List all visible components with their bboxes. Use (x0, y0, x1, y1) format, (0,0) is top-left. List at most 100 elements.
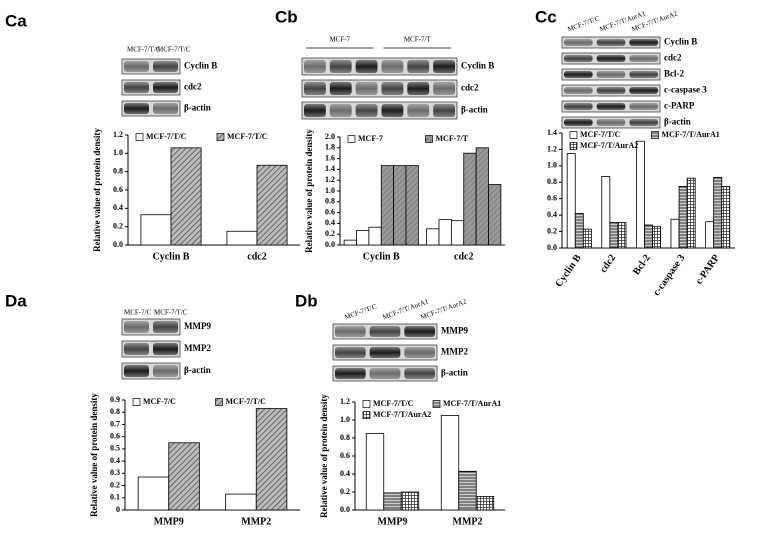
y-tick-label: 0.4 (113, 203, 123, 212)
blot-band (124, 82, 149, 93)
blot-band (404, 326, 435, 337)
legend-swatch (215, 398, 223, 406)
blot-band (335, 347, 366, 358)
blot-band (596, 119, 626, 126)
blot-band (629, 87, 658, 94)
blot-band (369, 347, 401, 358)
bar (635, 140, 645, 249)
x-tick-label: MMP9 (154, 516, 184, 527)
panel-label: Cb (275, 7, 298, 26)
lane-label: MCF-7/T/C (127, 46, 161, 54)
y-tick-label: 1.2 (325, 175, 335, 184)
bar (226, 230, 258, 246)
bar (256, 164, 288, 246)
bar (644, 224, 653, 249)
bar (475, 496, 495, 511)
bar (400, 491, 420, 511)
legend-swatch (135, 133, 144, 141)
bar (609, 222, 619, 249)
blot-band (596, 87, 626, 94)
legend-label: MCF-7/T/C (373, 399, 414, 408)
y-tick-label: 0.7 (110, 419, 120, 428)
blot-label: MMP9 (184, 321, 211, 331)
panel-label: Cc (535, 7, 557, 26)
blot-band (433, 104, 455, 117)
legend-swatch (569, 131, 578, 139)
x-tick-label: Cyclin B (553, 252, 583, 289)
bar (365, 433, 385, 511)
blot-band (564, 119, 593, 126)
legend-label: MCF-7/T/C (226, 397, 267, 406)
blot-band (124, 321, 149, 333)
bar (721, 185, 731, 249)
y-tick-label: 0.0 (113, 240, 123, 249)
bar (582, 228, 592, 249)
lane-label: MCF-7/T/C (343, 302, 377, 321)
lane-label: MCF-7/C (124, 309, 152, 317)
y-tick-label: 1.0 (113, 148, 123, 157)
y-tick-label: 1.0 (325, 186, 335, 195)
blot-band (304, 104, 326, 117)
blot-band (433, 82, 455, 95)
panel-label: Db (295, 291, 318, 310)
blot-label: β-actin (461, 105, 488, 115)
blot-band (404, 368, 435, 379)
blot-band (329, 60, 352, 73)
lane-label: MCF-7/T/C (154, 309, 188, 317)
y-tick-label: 0.2 (547, 226, 557, 235)
blot-label: Cyclin B (664, 37, 697, 47)
x-tick-label: MMP9 (378, 516, 408, 527)
y-tick-label: 1.4 (547, 128, 557, 137)
y-tick-label: 0.2 (113, 221, 123, 230)
panel-label: Da (5, 291, 27, 310)
y-tick-label: 1.2 (547, 144, 557, 153)
legend-label: MCF-7/T/AurA1 (443, 399, 501, 408)
bar (652, 226, 662, 249)
blot-band (596, 39, 626, 46)
blot-band (124, 61, 149, 72)
y-tick-label: 0.8 (340, 433, 350, 442)
bar (368, 226, 382, 246)
group-label: MCF-7/T (404, 36, 432, 44)
bar (458, 470, 477, 511)
x-tick-label: Bcl-2 (631, 253, 653, 278)
blot-band (381, 60, 404, 73)
x-tick-label: Cyclin B (153, 251, 190, 262)
bar (343, 239, 357, 246)
bar (705, 221, 715, 249)
x-tick-label: MMP2 (241, 516, 271, 527)
bar (137, 476, 170, 511)
panel-label: Ca (5, 11, 27, 30)
blot-label: β-actin (184, 103, 211, 113)
blot-band (629, 71, 658, 78)
y-tick-label: 0.4 (547, 210, 557, 219)
y-tick-label: 0.6 (547, 194, 557, 203)
legend-label: MCF-7/T (436, 134, 469, 143)
bar (450, 220, 465, 246)
lane-label: MCF-7/T/C (157, 46, 191, 54)
legend-label: MCF-7/T/AurA1 (662, 130, 720, 139)
y-tick-label: 0.8 (113, 166, 123, 175)
y-tick-label: 0.1 (110, 493, 120, 502)
legend-swatch (651, 131, 659, 139)
legend-label: MCF-7/T/C (227, 132, 268, 141)
bar (678, 185, 688, 249)
blot-band (304, 82, 326, 95)
y-tick-label: 2.0 (325, 132, 335, 141)
x-tick-label: Cyclin B (363, 251, 400, 262)
y-axis-label: Relative value of protein density (304, 129, 314, 253)
y-tick-label: 0.2 (340, 487, 350, 496)
bar (670, 218, 680, 249)
blot-label: Bcl-2 (664, 69, 684, 79)
blot-band (153, 321, 178, 333)
bar (405, 165, 419, 246)
y-tick-label: 0.0 (547, 243, 557, 252)
x-tick-label: MMP2 (453, 516, 483, 527)
y-tick-label: 0.8 (110, 407, 120, 416)
y-tick-label: 0.6 (113, 185, 123, 194)
bar (380, 165, 395, 246)
blot-label: β-actin (441, 368, 468, 378)
blot-band (407, 104, 430, 117)
y-axis-label: Relative value of protein density (319, 394, 329, 518)
y-tick-label: 1.2 (340, 397, 350, 406)
